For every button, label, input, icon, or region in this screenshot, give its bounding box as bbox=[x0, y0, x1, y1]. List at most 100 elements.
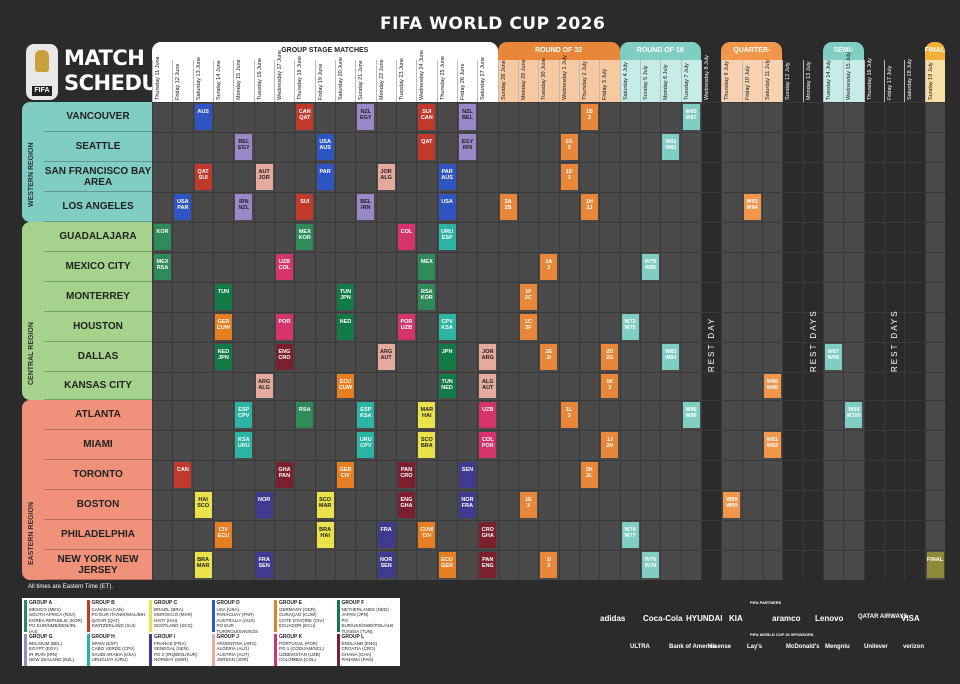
match-cell[interactable]: MEX KOR bbox=[296, 224, 314, 250]
match-cell[interactable]: ALG AUT bbox=[479, 374, 497, 398]
match-cell[interactable]: UZB COL bbox=[275, 254, 293, 280]
match-cell[interactable]: W74 W77 bbox=[621, 522, 639, 548]
match-cell[interactable]: JOR ALG bbox=[377, 164, 395, 190]
match-cell[interactable]: POR UZB bbox=[397, 314, 415, 340]
match-cell[interactable]: CAN bbox=[174, 462, 192, 488]
match-cell[interactable]: NZL BEL bbox=[458, 104, 476, 130]
match-cell[interactable]: W91 W92 bbox=[763, 432, 781, 458]
match-cell[interactable]: QAT bbox=[418, 134, 436, 160]
match-cell[interactable]: 1B 3 bbox=[580, 104, 598, 130]
match-cell[interactable]: ARG AUT bbox=[377, 344, 395, 370]
match-cell[interactable]: URU ESP bbox=[438, 224, 456, 250]
match-cell[interactable]: GHA PAN bbox=[275, 462, 293, 488]
match-cell[interactable]: W93 W94 bbox=[743, 194, 761, 220]
match-cell[interactable]: ESP CPV bbox=[235, 402, 253, 428]
match-cell[interactable]: 2K 2L bbox=[580, 462, 598, 488]
match-cell[interactable]: PAR AUS bbox=[438, 164, 456, 190]
match-cell[interactable]: W85 W87 bbox=[682, 104, 700, 130]
match-cell[interactable]: CPV KSA bbox=[438, 314, 456, 340]
match-cell[interactable]: NOR FRA bbox=[458, 492, 476, 518]
match-cell[interactable]: TUN NED bbox=[438, 374, 456, 398]
match-cell[interactable]: KOR bbox=[154, 224, 171, 250]
match-cell[interactable]: NED JPN bbox=[214, 344, 232, 370]
match-cell[interactable]: 2A 2B bbox=[499, 194, 517, 220]
match-cell[interactable]: 1C 2F bbox=[519, 314, 537, 340]
match-cell[interactable]: W81 W82 bbox=[662, 134, 680, 160]
match-cell[interactable]: RSA bbox=[296, 402, 314, 428]
match-cell[interactable]: W79 W80 bbox=[641, 254, 659, 280]
match-cell[interactable]: MAR HAI bbox=[418, 402, 436, 428]
match-cell[interactable]: NZL EGY bbox=[357, 104, 375, 130]
match-cell[interactable]: 1L 3 bbox=[560, 402, 578, 428]
match-cell[interactable]: QAT SUI bbox=[194, 164, 212, 190]
match-cell[interactable]: BEL EGY bbox=[235, 134, 253, 160]
match-cell[interactable]: CIV ECU bbox=[214, 522, 232, 548]
match-cell[interactable]: 1H 2J bbox=[580, 194, 598, 220]
match-cell[interactable]: W73 W75 bbox=[621, 314, 639, 340]
match-cell[interactable]: 1A 3 bbox=[540, 254, 558, 280]
match-cell[interactable]: EGY IRN bbox=[458, 134, 476, 160]
match-cell[interactable]: CRO GHA bbox=[479, 522, 497, 548]
match-cell[interactable]: AUT JOR bbox=[255, 164, 273, 190]
match-cell[interactable]: 1D 3 bbox=[560, 164, 578, 190]
match-cell[interactable]: W97 W98 bbox=[824, 344, 842, 370]
match-cell[interactable]: BEL IRN bbox=[357, 194, 375, 220]
match-cell[interactable]: KSA URU bbox=[235, 432, 253, 458]
match-cell[interactable]: USA AUS bbox=[316, 134, 334, 160]
match-cell[interactable]: SEN bbox=[458, 462, 476, 488]
match-cell[interactable]: PAR bbox=[316, 164, 334, 190]
match-cell[interactable]: COL bbox=[397, 224, 415, 250]
match-cell[interactable]: TUN JPN bbox=[336, 284, 354, 310]
match-cell[interactable]: JOR ARG bbox=[479, 344, 497, 370]
match-cell[interactable]: 1F 2C bbox=[519, 284, 537, 310]
match-cell[interactable]: SCO MAR bbox=[316, 492, 334, 518]
match-cell[interactable]: ENG CRO bbox=[275, 344, 293, 370]
match-cell[interactable]: ECU GER bbox=[438, 552, 456, 578]
match-cell[interactable]: IRN NZL bbox=[235, 194, 253, 220]
match-cell[interactable]: 1I 3 bbox=[540, 552, 558, 578]
match-cell[interactable]: PAN CRO bbox=[397, 462, 415, 488]
match-cell[interactable]: CUW CIV bbox=[418, 522, 436, 548]
match-cell[interactable]: JPN bbox=[438, 344, 456, 370]
match-cell[interactable]: COL POR bbox=[479, 432, 497, 458]
match-cell[interactable]: W99 W100 bbox=[845, 402, 863, 428]
match-cell[interactable]: BRA HAI bbox=[316, 522, 334, 548]
match-cell[interactable]: ARG ALG bbox=[255, 374, 273, 398]
match-cell[interactable]: UZB bbox=[479, 402, 497, 428]
match-cell[interactable]: AUS bbox=[194, 104, 212, 130]
match-cell[interactable]: TUN bbox=[214, 284, 232, 310]
match-cell[interactable]: HAI SCO bbox=[194, 492, 212, 518]
match-cell[interactable]: USA bbox=[438, 194, 456, 220]
match-cell[interactable]: GER CIV bbox=[336, 462, 354, 488]
match-cell[interactable]: ESP KSA bbox=[357, 402, 375, 428]
match-cell[interactable]: W83 W84 bbox=[662, 344, 680, 370]
match-cell[interactable]: W86 W88 bbox=[682, 402, 700, 428]
match-cell[interactable]: W95 W96 bbox=[763, 374, 781, 398]
match-cell[interactable]: ENG GHA bbox=[397, 492, 415, 518]
match-cell[interactable]: FRA bbox=[377, 522, 395, 548]
match-cell[interactable]: POR bbox=[275, 314, 293, 340]
match-cell[interactable]: 2E 2I bbox=[540, 344, 558, 370]
match-cell[interactable]: MEX bbox=[418, 254, 436, 280]
final-match-cell[interactable]: FINAL bbox=[926, 552, 944, 578]
match-cell[interactable]: NOR SEN bbox=[377, 552, 395, 578]
match-cell[interactable]: 1J 2H bbox=[601, 432, 619, 458]
match-cell[interactable]: 1K 3 bbox=[601, 374, 619, 398]
match-cell[interactable]: SUI bbox=[296, 194, 314, 220]
match-cell[interactable]: W89 W90 bbox=[723, 492, 741, 518]
match-cell[interactable]: NOR bbox=[255, 492, 273, 518]
match-cell[interactable]: GER CUW bbox=[214, 314, 232, 340]
match-cell[interactable]: CAN QAT bbox=[296, 104, 314, 130]
match-cell[interactable]: BRA MAR bbox=[194, 552, 212, 578]
match-cell[interactable]: URU CPV bbox=[357, 432, 375, 458]
match-cell[interactable]: USA PAR bbox=[174, 194, 192, 220]
match-cell[interactable]: SUI CAN bbox=[418, 104, 436, 130]
match-cell[interactable]: 1E 3 bbox=[519, 492, 537, 518]
match-cell[interactable]: RSA KOR bbox=[418, 284, 436, 310]
match-cell[interactable]: MEX RSA bbox=[154, 254, 171, 280]
match-cell[interactable]: 2D 2G bbox=[601, 344, 619, 370]
match-cell[interactable]: W76 W78 bbox=[641, 552, 659, 578]
match-cell[interactable]: 1G 3 bbox=[560, 134, 578, 160]
match-cell[interactable]: ECU CUW bbox=[336, 374, 354, 398]
match-cell[interactable]: SCO BRA bbox=[418, 432, 436, 458]
